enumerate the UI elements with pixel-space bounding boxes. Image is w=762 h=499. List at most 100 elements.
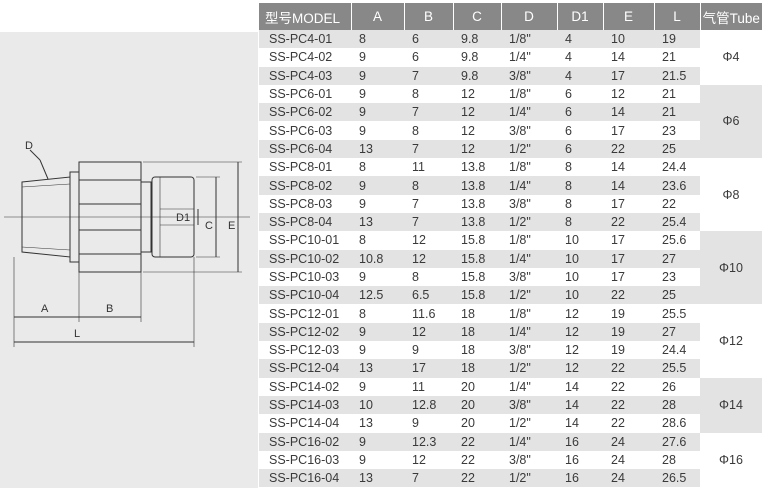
table-row: SS-PC12-04 13 17 18 1/2" 12 22 25.5 xyxy=(259,359,762,378)
cell-l: 25 xyxy=(654,286,700,305)
cell-model: SS-PC12-02 xyxy=(259,322,351,342)
cell-tube: Φ14 xyxy=(700,377,762,433)
table-row: SS-PC8-03 9 7 13.8 3/8" 8 17 22 xyxy=(259,195,762,213)
cell-d1: 4 xyxy=(565,50,572,65)
cell-model: SS-PC6-02 xyxy=(259,103,351,122)
cell-e: 14 xyxy=(603,103,654,122)
cell-l: 23 xyxy=(662,270,676,284)
cell-d: 1/8" xyxy=(501,30,557,49)
table-row: SS-PC4-01 8 6 9.8 1/8" 4 10 19 Φ4 xyxy=(259,30,762,64)
cell-b: 8 xyxy=(412,270,419,284)
cell-e: 22 xyxy=(611,416,625,431)
thread-line-bottom xyxy=(21,246,71,251)
cell-c: 13.8 xyxy=(453,212,501,232)
cell-d1: 14 xyxy=(557,395,603,415)
cell-l: 23.6 xyxy=(654,176,700,195)
cell-model: SS-PC12-04 xyxy=(259,359,351,378)
cell-e: 17 xyxy=(611,196,625,211)
cell-d1: 4 xyxy=(557,30,603,49)
cell-c: 15.8 xyxy=(461,233,486,248)
cell-l: 25.5 xyxy=(654,359,700,378)
cell-d: 1/8" xyxy=(509,87,531,102)
cell-e: 12 xyxy=(611,87,625,102)
cell-e: 22 xyxy=(603,395,654,415)
cell-b: 11 xyxy=(412,379,425,394)
cell-b: 8 xyxy=(412,123,419,138)
cell-b: 12 xyxy=(412,452,426,467)
table-row: SS-PC10-04 12.5 6.5 15.8 1/2" 10 22 25 xyxy=(259,286,762,305)
cell-d: 1/8" xyxy=(509,233,531,248)
cell-b: 7 xyxy=(404,212,453,232)
cell-a: 9 xyxy=(359,343,366,358)
label-a: A xyxy=(41,303,49,315)
cell-c: 12 xyxy=(453,139,501,159)
cell-tube: Φ6 xyxy=(700,84,762,159)
cell-l: 23 xyxy=(662,123,676,138)
cell-l: 21 xyxy=(662,50,676,65)
cell-tube: Φ8 xyxy=(722,187,740,202)
cell-a: 13 xyxy=(351,469,404,488)
cell-a: 9 xyxy=(359,452,366,467)
cell-d1: 10 xyxy=(557,249,603,268)
spec-table-body: SS-PC4-01 8 6 9.8 1/8" 4 10 19 Φ4 SS-PC4-02 9 6 9.8 1… xyxy=(259,30,762,488)
cell-e: 17 xyxy=(603,249,654,268)
cell-c: 18 xyxy=(461,306,475,321)
table-row: SS-PC6-02 9 7 12 1/4" 6 14 21 xyxy=(259,103,762,122)
cell-d1: 6 xyxy=(557,103,603,122)
cell-c: 20 xyxy=(461,416,475,431)
cell-d1: 14 xyxy=(565,416,579,431)
header-d: D xyxy=(501,3,558,30)
cell-d: 3/8" xyxy=(509,123,531,138)
table-row: SS-PC12-02 9 12 18 1/4" 12 19 27 xyxy=(259,322,762,342)
cell-d: 3/8" xyxy=(509,196,531,211)
table-row: SS-PC12-03 9 9 18 3/8" 12 19 24.4 xyxy=(259,341,762,359)
cell-d: 1/4" xyxy=(501,103,557,122)
cell-e: 22 xyxy=(611,379,625,394)
table-header-row: 型号MODEL A B C D D1 E L 气管Tube xyxy=(259,3,762,30)
table-row: SS-PC14-04 13 9 20 1/2" 14 22 28.6 xyxy=(259,414,762,432)
cell-model: SS-PC6-01 xyxy=(269,87,333,102)
cell-d: 1/2" xyxy=(501,212,557,232)
cell-model: SS-PC12-01 xyxy=(269,306,340,321)
table-row: SS-PC10-01 8 12 15.8 1/8" 10 17 25.6 Φ10 xyxy=(259,231,762,305)
cell-c: 18 xyxy=(453,359,501,378)
cell-c: 9.8 xyxy=(453,66,501,85)
cell-e: 17 xyxy=(611,233,625,248)
cell-c: 20 xyxy=(453,395,501,415)
header-d1: D1 xyxy=(557,3,604,30)
fitting-drawing: D D1 C E A B L xyxy=(4,140,250,347)
cell-model: SS-PC8-01 xyxy=(269,160,333,175)
cell-c: 20 xyxy=(461,379,475,394)
header-l: L xyxy=(654,3,701,30)
cell-d: 1/8" xyxy=(509,306,531,321)
cell-c: 15.8 xyxy=(453,286,501,305)
table-row: SS-PC16-02 9 12.3 22 1/4" 16 24 27.6 Φ16 xyxy=(259,432,762,467)
cell-l: 26.5 xyxy=(654,469,700,488)
table-row: SS-PC12-01 8 11.6 18 1/8" 12 19 25.5 Φ12 xyxy=(259,304,762,348)
cell-a: 9 xyxy=(351,176,404,195)
cell-b: 12 xyxy=(412,233,426,248)
cell-e: 19 xyxy=(611,306,625,321)
cell-b: 7 xyxy=(404,103,453,122)
cell-d: 1/2" xyxy=(501,469,557,488)
cell-b: 9 xyxy=(412,343,419,358)
cell-c: 22 xyxy=(453,432,501,451)
label-b: B xyxy=(106,303,113,315)
cell-a: 10 xyxy=(351,395,404,415)
cell-model: SS-PC4-02 xyxy=(269,50,333,65)
cell-e: 17 xyxy=(603,66,654,85)
cell-a: 13 xyxy=(359,416,373,431)
cell-e: 19 xyxy=(603,322,654,342)
cell-a: 10.8 xyxy=(351,249,404,268)
cell-a: 9 xyxy=(351,66,404,85)
cell-e: 24 xyxy=(603,432,654,451)
cell-a: 13 xyxy=(351,139,404,159)
cell-a: 9 xyxy=(351,432,404,451)
cell-model: SS-PC10-04 xyxy=(259,286,351,305)
header-c: C xyxy=(453,3,502,30)
cell-d1: 16 xyxy=(565,452,579,467)
cell-c: 18 xyxy=(453,322,501,342)
cell-model: SS-PC16-02 xyxy=(259,432,351,451)
cell-c: 13.8 xyxy=(461,196,486,211)
label-e: E xyxy=(228,220,235,232)
